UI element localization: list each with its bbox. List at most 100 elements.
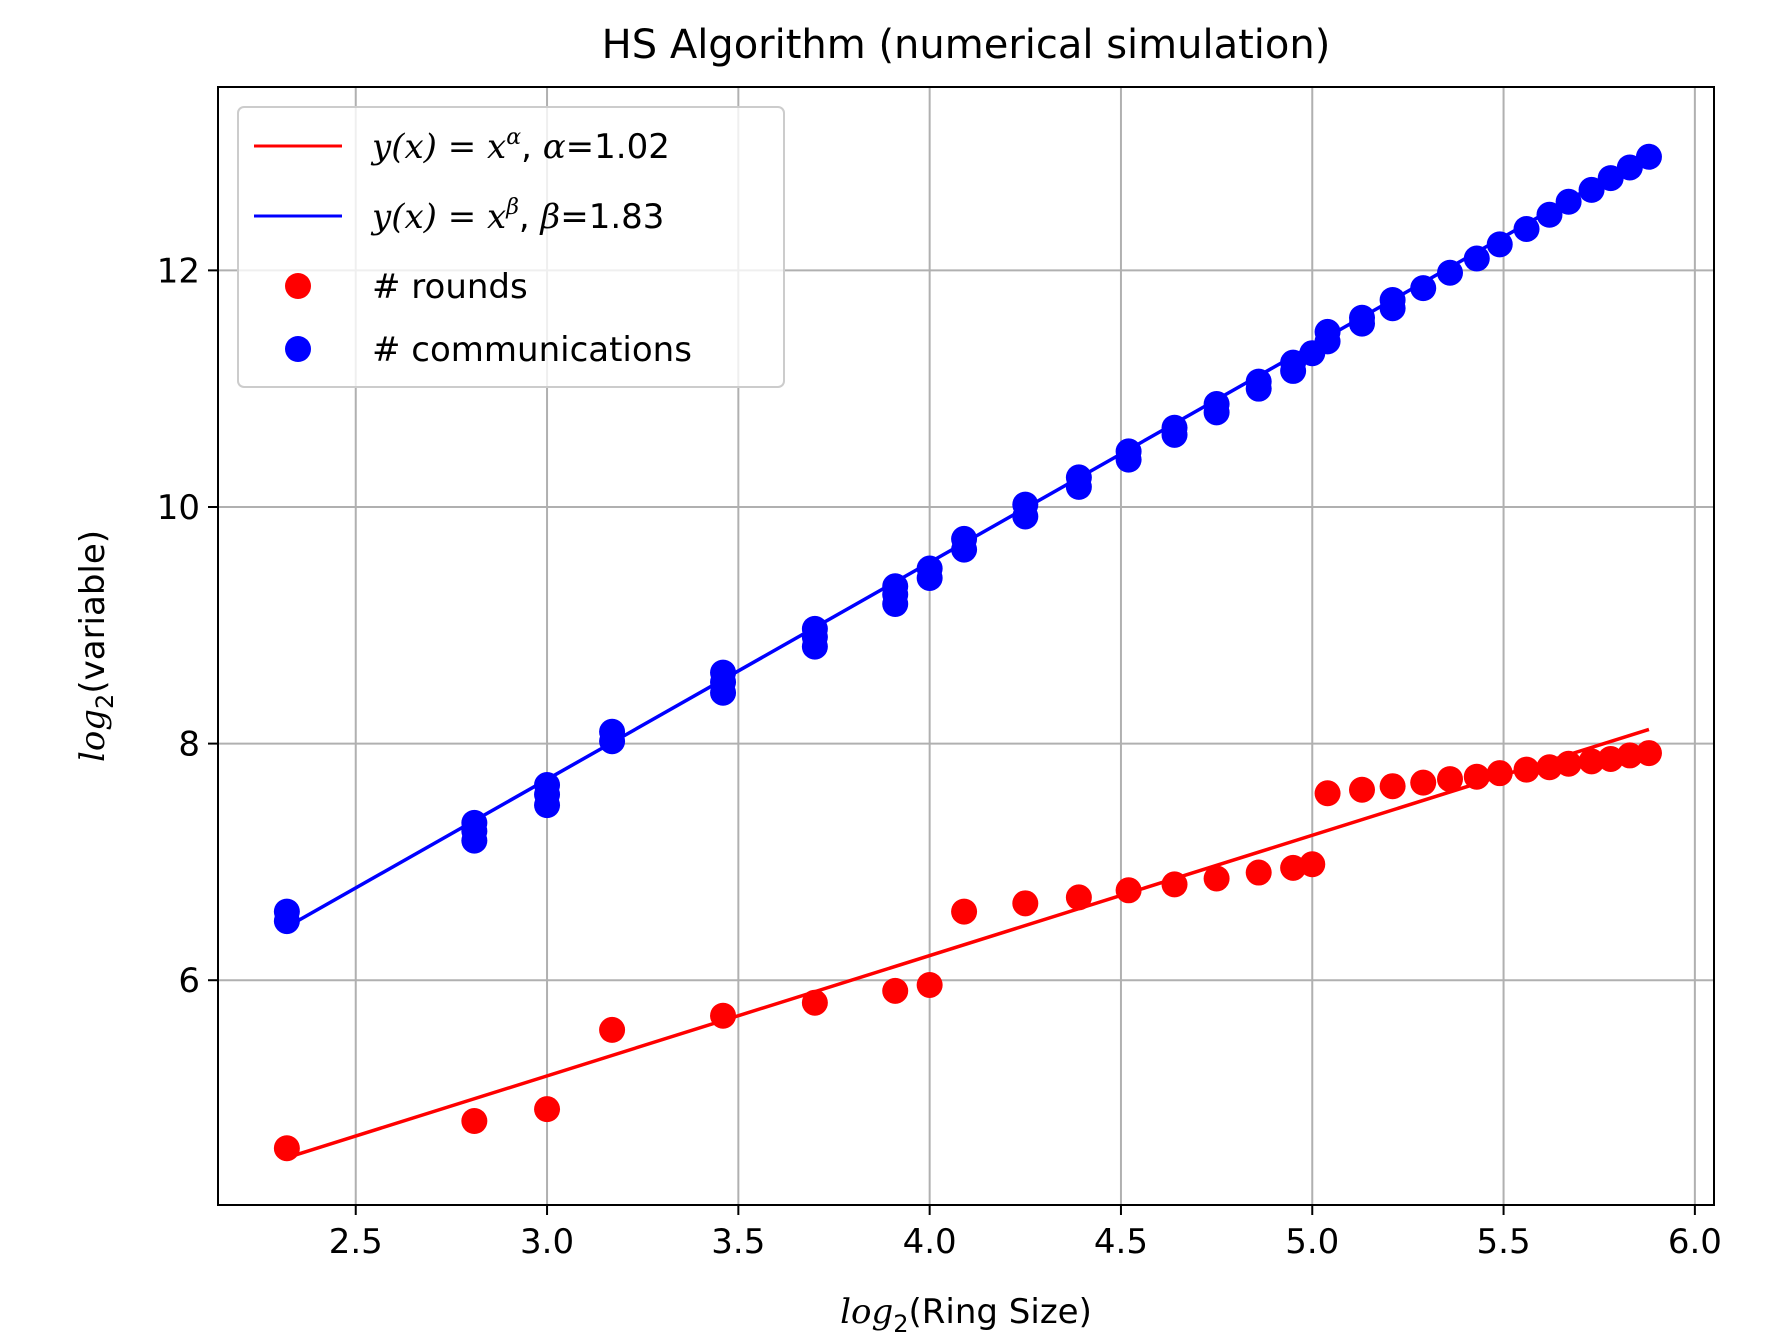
rounds-point <box>1578 748 1605 775</box>
rounds-point <box>882 977 909 1004</box>
rounds-point <box>1463 763 1490 790</box>
x-axis-label-subscript: 2 <box>893 1310 908 1338</box>
rounds-point <box>951 898 978 925</box>
communications-point <box>1379 286 1406 313</box>
x-axis-ticks: 2.5 3.0 3.5 4.0 4.5 5.0 5.5 6.0 <box>329 1205 1722 1262</box>
rounds-point <box>1203 865 1230 892</box>
rounds-point <box>1349 776 1375 803</box>
rounds-point <box>1299 851 1326 878</box>
legend-label-rounds: # rounds <box>372 267 528 307</box>
rounds-point <box>1616 742 1643 769</box>
communications-point <box>710 659 737 686</box>
y-axis-label-text: (variable) <box>73 530 113 694</box>
legend: y(x) = xα, α=1.02 y(x) = xβ, β=1.83 # ro… <box>237 106 785 388</box>
legend-alpha-separator: , <box>521 127 543 167</box>
y-tick-label: 10 <box>157 488 200 528</box>
legend-beta-value: =1.83 <box>560 197 664 237</box>
rounds-point <box>1115 877 1142 904</box>
y-axis-label-fn: log <box>73 709 113 762</box>
chart-title: HS Algorithm (numerical simulation) <box>602 22 1331 68</box>
y-axis-label-subscript: 2 <box>91 694 119 709</box>
legend-alpha-superscript: α <box>506 125 521 150</box>
communications-point <box>1616 154 1643 181</box>
rounds-point <box>1314 780 1341 807</box>
rounds-point <box>1486 760 1513 787</box>
communications-point <box>1536 201 1563 228</box>
x-axis-label-text: (Ring Size) <box>909 1292 1092 1332</box>
legend-beta-formula: y(x) = x <box>370 197 506 237</box>
x-tick-label: 6.0 <box>1668 1222 1722 1262</box>
rounds-point <box>1245 859 1272 886</box>
rounds-point <box>1410 769 1437 796</box>
rounds-point <box>534 1096 561 1123</box>
communications-point <box>534 772 561 799</box>
communications-point <box>1635 143 1662 170</box>
communications-point <box>916 555 943 582</box>
rounds-point <box>273 1135 300 1162</box>
communications-point <box>1203 391 1230 418</box>
rounds-point <box>1379 773 1406 800</box>
communications-point <box>1597 165 1624 192</box>
communications-point <box>461 809 488 836</box>
legend-alpha-formula: y(x) = x <box>370 127 506 167</box>
rounds-point <box>710 1002 737 1029</box>
communications-point <box>1245 368 1272 395</box>
communications-point <box>1161 414 1188 441</box>
y-tick-label: 6 <box>178 961 200 1001</box>
x-axis-label-fn: log <box>840 1292 893 1332</box>
y-axis-label: log2(variable) <box>73 530 119 762</box>
x-tick-label: 3.5 <box>711 1222 765 1262</box>
rounds-point <box>1012 890 1039 917</box>
x-tick-label: 5.0 <box>1285 1222 1339 1262</box>
x-tick-label: 4.0 <box>903 1222 957 1262</box>
x-tick-label: 5.5 <box>1477 1222 1531 1262</box>
legend-alpha-value: =1.02 <box>566 127 670 167</box>
rounds-point <box>801 989 828 1016</box>
rounds-point <box>1513 756 1540 783</box>
legend-label-alpha-fit: y(x) = xα, α=1.02 <box>370 125 670 167</box>
rounds-point <box>1555 750 1582 777</box>
communications-point <box>273 898 300 925</box>
communications-point <box>1486 231 1513 258</box>
x-axis-label: log2(Ring Size) <box>840 1292 1092 1338</box>
communications-point <box>599 718 626 745</box>
legend-marker-rounds <box>285 273 311 299</box>
rounds-point <box>1161 871 1188 898</box>
rounds-point <box>1065 884 1092 911</box>
communications-point <box>1513 215 1540 242</box>
legend-beta-separator: , <box>519 197 541 237</box>
communications-point <box>1437 259 1463 286</box>
communications-point <box>951 525 978 552</box>
legend-label-communications: # communications <box>372 330 692 370</box>
communications-point <box>1012 491 1039 518</box>
fit-line-alpha <box>286 727 1650 1160</box>
x-tick-label: 2.5 <box>329 1222 383 1262</box>
legend-label-beta-fit: y(x) = xβ, β=1.83 <box>370 195 664 237</box>
communications-point <box>1555 188 1582 215</box>
rounds-point <box>461 1108 488 1135</box>
legend-beta-symbol: β <box>539 197 561 237</box>
communications-point <box>1463 245 1490 272</box>
rounds-point <box>1437 766 1463 793</box>
legend-box <box>237 106 785 388</box>
x-tick-label: 3.0 <box>520 1222 574 1262</box>
communications-point <box>1410 275 1437 302</box>
x-tick-label: 4.5 <box>1094 1222 1148 1262</box>
y-tick-label: 8 <box>178 725 200 765</box>
y-tick-label: 12 <box>157 251 200 291</box>
rounds-point <box>599 1016 626 1043</box>
communications-point <box>1578 176 1605 203</box>
rounds-point <box>916 971 943 998</box>
legend-beta-superscript: β <box>505 195 519 220</box>
data-points <box>273 143 1662 1162</box>
legend-marker-communications <box>285 336 311 362</box>
communications-point <box>801 615 828 642</box>
y-axis-ticks: 6 8 10 12 <box>157 251 218 1001</box>
rounds-point <box>1635 740 1662 767</box>
communications-point <box>1065 464 1092 491</box>
plot-frame <box>217 86 1715 1206</box>
communications-point <box>1115 438 1142 465</box>
communications-point <box>1314 318 1341 345</box>
communications-point <box>1349 304 1375 331</box>
